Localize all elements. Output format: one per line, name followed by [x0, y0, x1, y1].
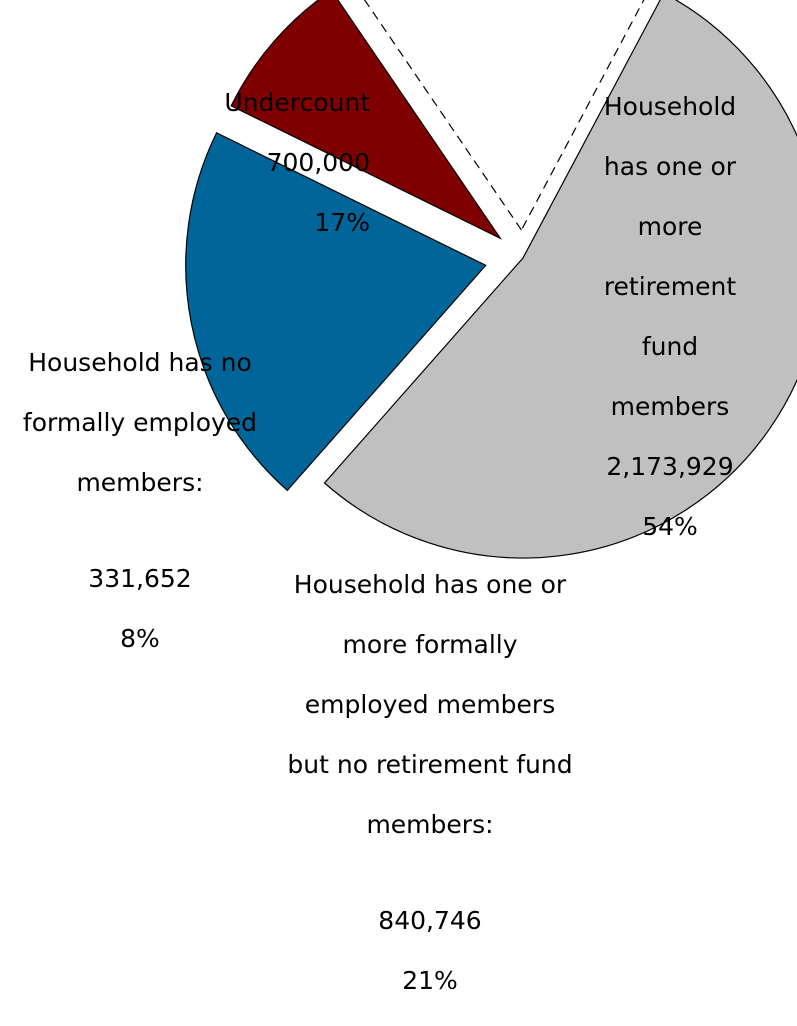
slice-undercount[interactable] [353, 0, 663, 232]
label-percent: 21% [402, 966, 458, 995]
label-percent: 54% [642, 512, 698, 541]
label-percent: 17% [314, 208, 370, 237]
label-line: employed members [304, 690, 556, 719]
label-line: Household has one or [293, 570, 567, 599]
label-line: formally employed [22, 408, 258, 437]
label-line: members [610, 392, 730, 421]
label-no-formally-employed: Household has no formally employed membe… [10, 318, 270, 684]
label-line: Undercount [224, 88, 370, 117]
label-line: members: [366, 810, 494, 839]
label-value: 700,000 [266, 148, 370, 177]
label-percent: 8% [120, 624, 160, 653]
label-line: retirement [603, 272, 737, 301]
label-spacer [255, 870, 605, 876]
label-value: 331,652 [88, 564, 192, 593]
slice-formally-employed-no-fund[interactable] [185, 132, 487, 492]
label-undercount: Undercount 700,000 17% [170, 58, 370, 268]
label-line: more formally [342, 630, 518, 659]
label-line: Household has no [28, 348, 252, 377]
pie-chart [185, 0, 797, 559]
label-line: Household [603, 92, 737, 121]
label-retirement-fund: Household has one or more retirement fun… [560, 62, 780, 572]
label-line: more [637, 212, 703, 241]
label-line: has one or [603, 152, 737, 181]
label-value: 840,746 [378, 906, 482, 935]
slice-retirement-fund[interactable] [323, 0, 797, 559]
label-line: fund [641, 332, 699, 361]
label-formally-employed-no-fund: Household has one or more formally emplo… [255, 540, 605, 1026]
label-value: 2,173,929 [606, 452, 734, 481]
slice-no-formally-employed[interactable] [230, 0, 503, 240]
label-line: members: [76, 468, 204, 497]
label-spacer [10, 528, 270, 534]
label-line: but no retirement fund [287, 750, 573, 779]
